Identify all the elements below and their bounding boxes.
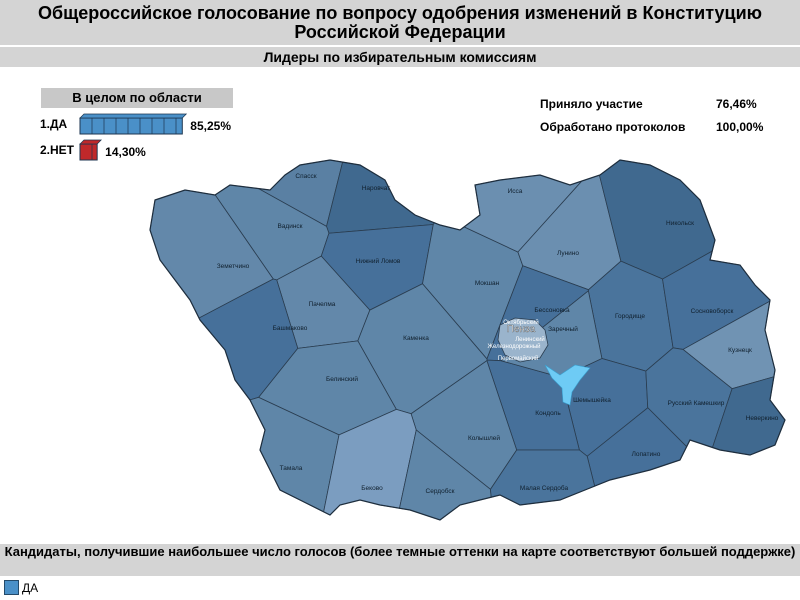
- region-label: Спасск: [295, 173, 316, 180]
- region: [326, 161, 436, 234]
- region-label: Кузнецк: [728, 347, 752, 354]
- region-label: Наровчат: [362, 185, 391, 192]
- region-label: Каменка: [403, 335, 429, 342]
- region-label: Сосновоборск: [691, 307, 734, 315]
- region-label: Вадинск: [277, 223, 302, 230]
- footer-caption: Кандидаты, получившие наибольшее число г…: [0, 544, 800, 576]
- regions: [149, 159, 786, 521]
- reservoir: [544, 364, 591, 406]
- stat-value: 100,00%: [716, 120, 764, 134]
- region-label: Башмаково: [273, 325, 308, 332]
- title: Общероссийское голосование по вопросу од…: [0, 0, 800, 45]
- legend-swatch: [4, 580, 19, 595]
- region-label: Пачелма: [309, 301, 336, 308]
- result-label: 2.НЕТ: [40, 143, 75, 157]
- region-label: Шемышейка: [573, 396, 611, 404]
- region-label: Нижний Ломов: [356, 257, 401, 265]
- region-label: Тамала: [280, 465, 303, 472]
- region-label: Лунино: [557, 250, 579, 257]
- region-label: Никольск: [666, 220, 694, 227]
- region-label: Неверкино: [746, 415, 779, 422]
- region-label: Белинский: [326, 375, 358, 383]
- district-label: Железнодорожный: [487, 343, 540, 350]
- result-bar: [79, 143, 98, 161]
- region-label: Русский Камешкир: [668, 399, 725, 407]
- district-label: Первомайский: [498, 355, 539, 362]
- legend: ДА: [4, 580, 38, 595]
- city: [497, 317, 549, 363]
- region-label: Лопатино: [632, 451, 661, 458]
- region-label: Земетчино: [217, 263, 250, 270]
- region-label: Сердобск: [426, 487, 455, 495]
- region-label: Малая Сердоба: [520, 484, 569, 492]
- region-label: Колышлей: [468, 434, 500, 442]
- district-label: Октябрьский: [503, 319, 539, 326]
- region-label: Городище: [615, 313, 645, 320]
- district-label: Ленинский: [515, 336, 545, 343]
- city-label: Пенза: [507, 324, 536, 335]
- stat-label: Приняло участие: [540, 97, 643, 111]
- region-label: Кондоль: [535, 410, 561, 417]
- result-label: 1.ДА: [40, 117, 68, 131]
- region-label: Заречный: [548, 325, 578, 333]
- subtitle: Лидеры по избирательным комиссиям: [0, 47, 800, 67]
- region-label: Бессоновка: [534, 307, 570, 314]
- legend-label: ДА: [22, 580, 39, 595]
- bar-top: [79, 139, 103, 145]
- region-label: Беково: [361, 485, 383, 492]
- region-label: Мокшан: [475, 280, 500, 287]
- result-value: 14,30%: [105, 145, 146, 159]
- region-label: Исса: [508, 188, 523, 195]
- result-value: 85,25%: [190, 119, 231, 133]
- map-outline: [149, 159, 786, 521]
- stat-label: Обработано протоколов: [540, 120, 686, 134]
- summary-title: В целом по области: [41, 88, 233, 108]
- result-bar: [79, 117, 183, 135]
- stat-value: 76,46%: [716, 97, 757, 111]
- bar-top: [79, 113, 188, 119]
